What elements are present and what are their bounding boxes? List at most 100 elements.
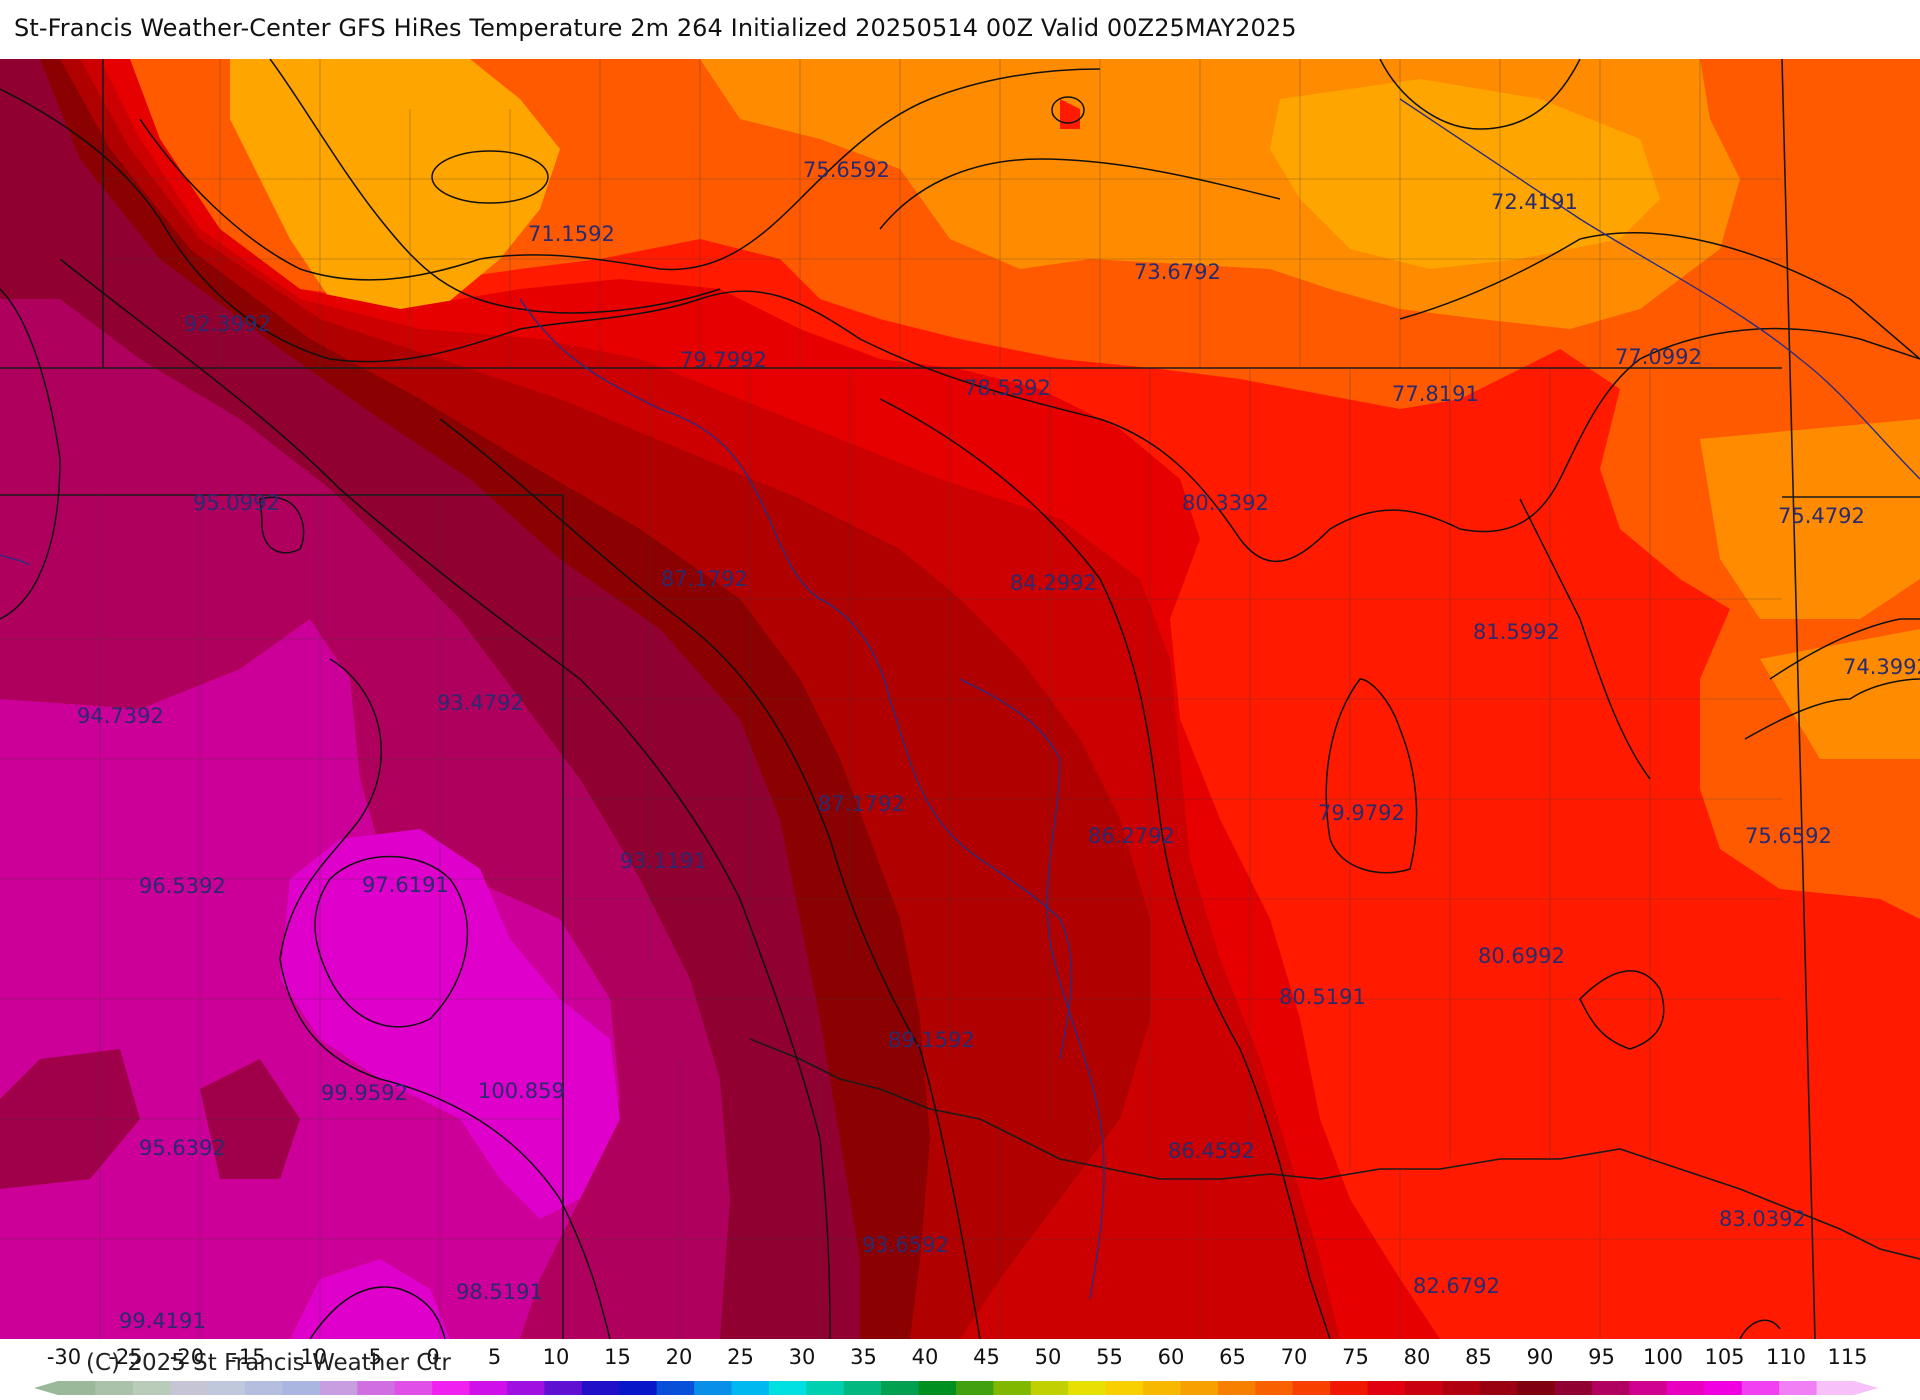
temp-label: 98.5191 xyxy=(456,1280,543,1304)
temp-label: 74.3992 xyxy=(1843,655,1920,679)
colorbar-tick-label: 60 xyxy=(1158,1345,1185,1369)
colorbar-tick-label: -25 xyxy=(108,1345,142,1369)
colorbar-tick-label: -20 xyxy=(170,1345,204,1369)
temp-label: 86.2792 xyxy=(1088,824,1175,848)
river-west xyxy=(0,554,31,566)
colorbar-swatch xyxy=(207,1381,246,1395)
temp-label: 84.2992 xyxy=(1010,571,1097,595)
colorbar-tick-label: 85 xyxy=(1465,1345,1492,1369)
colorbar-swatch xyxy=(1292,1381,1331,1395)
colorbar-tick-label: -5 xyxy=(361,1345,382,1369)
colorbar-swatch xyxy=(95,1381,134,1395)
colorbar-swatch xyxy=(1666,1381,1705,1395)
colorbar-tick-label: 70 xyxy=(1281,1345,1308,1369)
colorbar-swatch xyxy=(58,1381,97,1395)
colorbar-swatch xyxy=(319,1381,358,1395)
temp-label: 71.1592 xyxy=(528,222,615,246)
temp-label: 80.6992 xyxy=(1478,944,1565,968)
temp-label: 86.4592 xyxy=(1168,1139,1255,1163)
colorbar-swatch xyxy=(1367,1381,1406,1395)
colorbar-swatch xyxy=(843,1381,882,1395)
colorbar-swatch xyxy=(1741,1381,1780,1395)
colorbar-swatch xyxy=(768,1381,807,1395)
colorbar-tick-label: -10 xyxy=(293,1345,327,1369)
temp-label: 73.6792 xyxy=(1134,260,1221,284)
contour-west-edge xyxy=(0,288,61,620)
colorbar-tick-label: 45 xyxy=(973,1345,1000,1369)
temp-label: 97.6191 xyxy=(362,873,449,897)
colorbar-tick-label: 15 xyxy=(604,1345,631,1369)
temp-label: 87.1792 xyxy=(818,792,905,816)
colorbar-swatch xyxy=(581,1381,620,1395)
contour-100-loop xyxy=(314,855,469,1028)
contour-north xyxy=(139,68,1101,281)
colorbar-tick-label: 80 xyxy=(1404,1345,1431,1369)
temp-label: 75.6592 xyxy=(1745,824,1832,848)
temp-label: 72.4191 xyxy=(1491,190,1578,214)
temp-label: 79.9792 xyxy=(1318,801,1405,825)
temp-label: 95.6392 xyxy=(139,1136,226,1160)
colorbar-tick-label: -15 xyxy=(231,1345,265,1369)
colorbar-swatch xyxy=(544,1381,583,1395)
river-central xyxy=(959,678,1105,1300)
temp-label: 87.1792 xyxy=(661,567,748,591)
temp-label: 99.4191 xyxy=(119,1309,206,1333)
colorbar-left-arrow xyxy=(34,1381,58,1395)
temp-label: 93.4792 xyxy=(437,691,524,715)
colorbar-swatch xyxy=(881,1381,920,1395)
temp-label: 93.1191 xyxy=(620,849,707,873)
contour-95 xyxy=(279,658,611,1339)
temp-label: 93.6592 xyxy=(862,1233,949,1257)
temp-label: 77.0992 xyxy=(1615,345,1702,369)
contour-cell-ne xyxy=(1051,96,1085,124)
contour-east-75 xyxy=(1744,678,1920,740)
colorbar-swatch xyxy=(656,1381,695,1395)
contour-west-70 xyxy=(0,88,1920,563)
colorbar-tick-label: 75 xyxy=(1342,1345,1369,1369)
colorbar-swatch xyxy=(1517,1381,1556,1395)
colorbar-swatch xyxy=(1442,1381,1481,1395)
temp-label: 83.0392 xyxy=(1719,1207,1806,1231)
river-north xyxy=(519,298,1073,1060)
colorbar-swatch xyxy=(731,1381,770,1395)
colorbar-swatch xyxy=(1816,1381,1855,1395)
temp-label: 89.1592 xyxy=(888,1028,975,1052)
colorbar-swatch xyxy=(1704,1381,1743,1395)
colorbar-tick-label: 25 xyxy=(727,1345,754,1369)
colorbar-swatch xyxy=(1779,1381,1818,1395)
colorbar-tick-label: 100 xyxy=(1643,1345,1683,1369)
contour-80-loop xyxy=(1325,678,1418,874)
colorbar-tick-label: 65 xyxy=(1219,1345,1246,1369)
colorbar-swatch xyxy=(394,1381,433,1395)
contour-71-loop xyxy=(431,150,549,204)
colorbar-tick-label: 90 xyxy=(1527,1345,1554,1369)
river-ne xyxy=(1399,98,1920,480)
colorbar-swatch xyxy=(1180,1381,1219,1395)
colorbar-swatch xyxy=(993,1381,1032,1395)
colorbar-swatch xyxy=(469,1381,508,1395)
temp-label: 75.4792 xyxy=(1778,504,1865,528)
colorbar-tick-labels: -30 -25 -20 -15 -10 -5 0 5 10 15 20 25 30 35 40 45 50 55 6… xyxy=(47,1345,1868,1369)
colorbar-swatch xyxy=(357,1381,396,1395)
colorbar-tick-label: 40 xyxy=(912,1345,939,1369)
colorbar-tick-label: 10 xyxy=(543,1345,570,1369)
colorbar-swatch xyxy=(1217,1381,1256,1395)
temp-label: 77.8191 xyxy=(1392,382,1479,406)
temp-label: 92.3992 xyxy=(184,312,271,336)
colorbar-tick-label: 110 xyxy=(1766,1345,1806,1369)
contour-77 xyxy=(1399,231,1920,360)
temp-label: 80.5191 xyxy=(1279,985,1366,1009)
copyright-text: (C) 2025 St Francis Weather Ctr xyxy=(86,1350,451,1376)
colorbar-swatch xyxy=(1479,1381,1518,1395)
shade-magenta-bright xyxy=(280,829,620,1219)
shade-orange-far-east xyxy=(1760,629,1920,759)
contour-east-81 xyxy=(1519,498,1651,780)
contour-south-cell xyxy=(309,1286,446,1339)
colorbar-swatch xyxy=(1143,1381,1182,1395)
contour-ne xyxy=(1379,59,1581,130)
temp-label: 78.5392 xyxy=(964,376,1051,400)
shade-orange-light xyxy=(230,59,560,329)
contour-north-2 xyxy=(269,59,721,314)
colorbar: -30 -25 -20 -15 -10 -5 0 5 10 15 20 25 30 35 40 45 50 55 6… xyxy=(0,1339,1920,1400)
contour-73 xyxy=(879,158,1281,230)
